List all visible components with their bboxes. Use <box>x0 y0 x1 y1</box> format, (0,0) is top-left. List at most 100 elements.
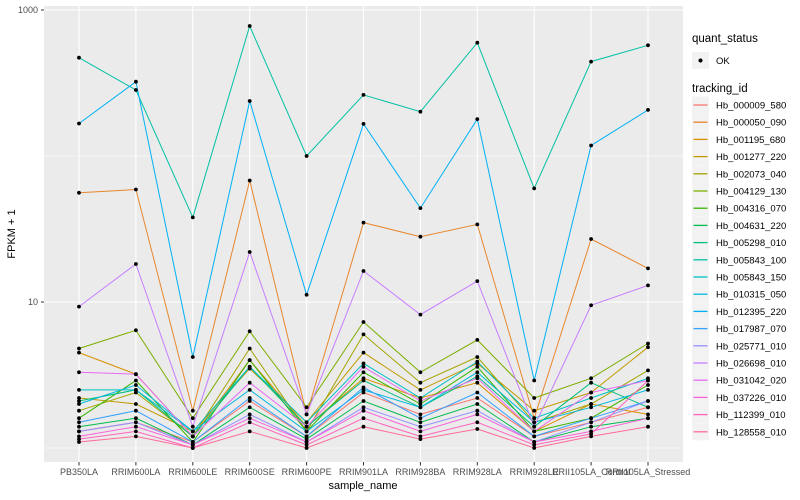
data-point-Hb_005298_010 <box>589 380 593 385</box>
data-point-Hb_112399_010 <box>77 437 81 441</box>
legend-item-label: Hb_128558_010 <box>716 427 786 438</box>
legend-item-Hb_005843_150: Hb_005843_150 <box>692 268 786 286</box>
x-tick-label: RRIM600PE <box>282 467 332 477</box>
data-point-Hb_005843_150 <box>532 416 537 421</box>
legend-item-label: Hb_002073_040 <box>716 169 786 180</box>
legend-item-Hb_004129_130: Hb_004129_130 <box>692 182 786 200</box>
legend-item-label: Hb_005843_150 <box>716 273 786 284</box>
x-tick-label: RRIM600LA <box>111 467 160 477</box>
data-point-Hb_025771_010 <box>646 399 650 403</box>
data-point-Hb_005843_100 <box>646 43 650 48</box>
data-point-Hb_000050_090 <box>418 234 423 239</box>
x-axis: PB350LA RRIM600LA RRIM600LE RRIM600SE RRIM60… <box>60 462 690 477</box>
data-point-Hb_004631_220 <box>589 424 593 429</box>
x-tick-label: RRII105LA_Control <box>552 467 630 477</box>
legend-label-ok: OK <box>716 56 730 67</box>
legend: quant_status OK tracking_id Hb_000009_58… <box>692 33 786 441</box>
x-tick-label: RRIM600SE <box>225 467 275 477</box>
data-point-Hb_031042_020 <box>190 434 195 439</box>
legend-item-label: Hb_000009_580 <box>716 101 786 112</box>
data-point-Hb_005843_150 <box>589 396 593 400</box>
legend-item-Hb_004631_220: Hb_004631_220 <box>692 216 786 234</box>
data-point-Hb_005843_100 <box>190 215 195 220</box>
data-point-Hb_025771_010 <box>418 424 423 429</box>
data-point-Hb_000009_580 <box>475 396 480 400</box>
data-point-Hb_005843_100 <box>247 24 252 28</box>
data-point-Hb_001277_220 <box>77 396 81 400</box>
legend-item-label: Hb_001195_680 <box>716 135 786 146</box>
data-point-Hb_004316_070 <box>646 383 650 387</box>
data-point-Hb_000050_090 <box>247 178 252 183</box>
legend-item-Hb_004316_070: Hb_004316_070 <box>692 199 786 217</box>
legend-item-Hb_012395_220: Hb_012395_220 <box>692 302 786 320</box>
legend-item-label: Hb_026698_010 <box>716 359 786 370</box>
data-point-Hb_025771_010 <box>134 420 138 425</box>
legend-item-Hb_000009_580: Hb_000009_580 <box>692 96 786 114</box>
data-point-Hb_002073_040 <box>134 390 138 395</box>
data-point-Hb_025771_010 <box>589 420 593 425</box>
data-point-Hb_128558_010 <box>475 427 480 431</box>
data-point-Hb_031042_020 <box>532 429 537 434</box>
data-point-Hb_037226_010 <box>304 440 309 444</box>
data-point-Hb_004316_070 <box>361 370 366 375</box>
data-point-Hb_000050_090 <box>77 190 81 195</box>
data-point-Hb_004631_220 <box>418 420 423 425</box>
x-axis-title: sample_name <box>328 480 397 492</box>
data-point-Hb_037226_010 <box>475 412 480 417</box>
data-point-Hb_031042_020 <box>304 424 309 429</box>
data-point-Hb_128558_010 <box>418 437 423 441</box>
data-point-Hb_004631_220 <box>361 399 366 403</box>
data-point-Hb_002073_040 <box>646 368 650 373</box>
data-point-Hb_005843_100 <box>134 88 138 92</box>
data-point-Hb_002073_040 <box>247 346 252 351</box>
y-tick-label: 1000 <box>18 5 38 15</box>
data-point-Hb_031042_020 <box>134 372 138 377</box>
data-point-Hb_005843_150 <box>361 361 366 366</box>
legend-item-Hb_001277_220: Hb_001277_220 <box>692 148 786 166</box>
data-point-Hb_004129_130 <box>190 416 195 421</box>
legend-item-label: Hb_012395_220 <box>716 307 786 318</box>
data-point-Hb_005298_010 <box>361 378 366 383</box>
legend-item-Hb_001195_680: Hb_001195_680 <box>692 130 786 148</box>
x-tick-label: RRIM928LE <box>510 467 559 477</box>
data-point-Hb_005843_150 <box>304 420 309 425</box>
data-point-Hb_025771_010 <box>361 405 366 410</box>
data-point-Hb_037226_010 <box>77 434 81 439</box>
data-point-Hb_010315_050 <box>532 420 537 425</box>
legend-item-label: Hb_000050_090 <box>716 118 786 129</box>
data-point-Hb_017987_070 <box>589 416 593 421</box>
data-point-Hb_005298_010 <box>77 399 81 403</box>
data-point-Hb_128558_010 <box>134 434 138 439</box>
data-point-Hb_000050_090 <box>646 266 650 271</box>
data-point-Hb_004316_070 <box>77 416 81 421</box>
legend-item-label: Hb_010315_050 <box>716 290 786 301</box>
data-point-Hb_000050_090 <box>190 408 195 413</box>
data-point-Hb_026698_010 <box>589 303 593 308</box>
data-point-Hb_005843_100 <box>418 109 423 114</box>
data-point-Hb_017987_070 <box>532 434 537 439</box>
data-point-Hb_005843_100 <box>304 154 309 158</box>
data-point-Hb_001277_220 <box>646 345 650 350</box>
data-point-Hb_005843_100 <box>475 40 480 45</box>
data-point-Hb_001277_220 <box>532 408 537 413</box>
data-point-Hb_112399_010 <box>532 443 537 447</box>
data-point-Hb_128558_010 <box>77 440 81 444</box>
data-point-Hb_001277_220 <box>134 402 138 406</box>
data-point-Hb_017987_070 <box>361 385 366 390</box>
data-point-Hb_128558_010 <box>190 446 195 450</box>
legend-item-Hb_010315_050: Hb_010315_050 <box>692 285 786 303</box>
data-point-Hb_037226_010 <box>418 429 423 434</box>
data-point-Hb_010315_050 <box>418 405 423 410</box>
data-point-Hb_026698_010 <box>646 283 650 288</box>
data-point-Hb_005843_100 <box>589 59 593 64</box>
data-point-Hb_004129_130 <box>646 341 650 346</box>
data-point-Hb_002073_040 <box>361 332 366 337</box>
data-point-Hb_012395_220 <box>589 143 593 148</box>
x-tick-label: RRIM928BA <box>395 467 445 477</box>
data-point-Hb_004631_220 <box>475 402 480 406</box>
data-point-Hb_010315_050 <box>134 383 138 387</box>
data-point-Hb_004316_070 <box>247 358 252 362</box>
data-point-Hb_010315_050 <box>589 405 593 410</box>
legend-item-Hb_000050_090: Hb_000050_090 <box>692 113 786 131</box>
legend-item-label: Hb_004129_130 <box>716 187 786 198</box>
